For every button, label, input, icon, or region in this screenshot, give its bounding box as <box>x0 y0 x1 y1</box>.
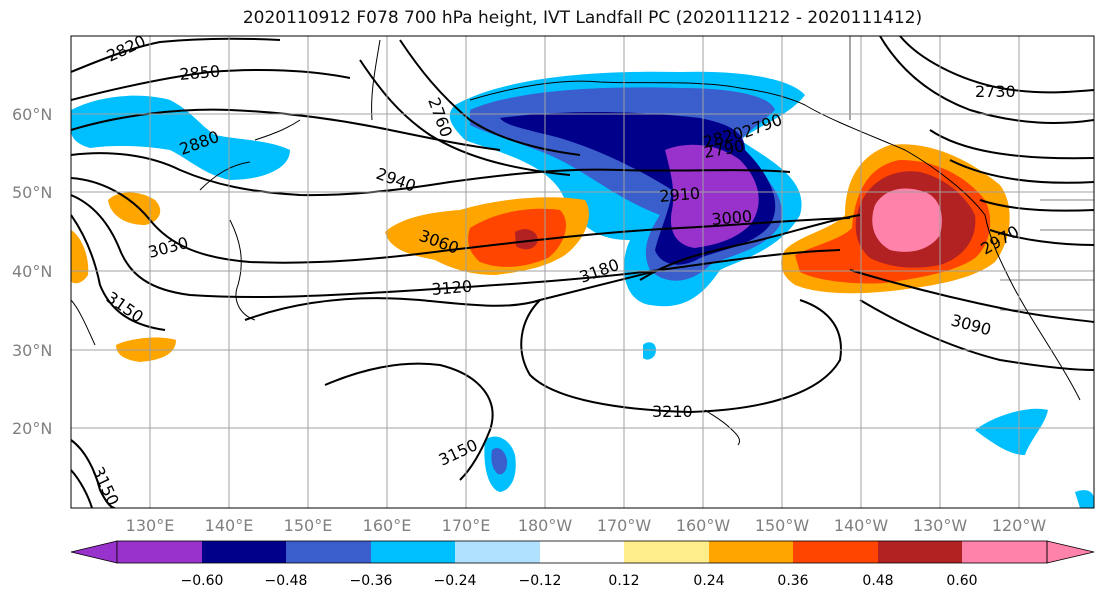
lon-label: 170°W <box>597 516 652 535</box>
lat-label: 20°N <box>12 419 52 438</box>
lon-label: 120°W <box>992 516 1047 535</box>
colorbar-tick-label: −0.48 <box>265 573 308 589</box>
neg-shading-small <box>643 342 656 360</box>
colorbar-segment <box>793 541 878 563</box>
neg-shading-hawaii-core <box>491 448 508 475</box>
pos-shading-pink <box>872 188 942 252</box>
graticule <box>71 36 1094 508</box>
colorbar-tick-label: 0.36 <box>777 573 808 589</box>
colorbar-tick-label: 0.60 <box>946 573 977 589</box>
colorbar-segment <box>371 541 455 563</box>
chart-title: 2020110912 F078 700 hPa height, IVT Land… <box>242 8 923 28</box>
colorbar-outline <box>116 540 1048 564</box>
coastlines <box>71 36 1094 446</box>
map-frame <box>70 35 1095 509</box>
neg-shading-east <box>975 408 1048 455</box>
colorbar-segment <box>117 541 202 563</box>
contour-label: 3000 <box>711 207 753 229</box>
lon-label: 150°E <box>284 516 333 535</box>
lat-label: 30°N <box>12 341 52 360</box>
colorbar-extend-right <box>1046 540 1095 564</box>
colorbar-segment <box>709 541 793 563</box>
contour-label: 3120 <box>431 277 473 299</box>
pos-shading-central-darkred <box>515 229 538 250</box>
colorbar-tick-label: −0.12 <box>519 573 562 589</box>
lon-label: 140°E <box>205 516 254 535</box>
colorbar: −0.60 −0.48 −0.36 −0.24 −0.12 0.12 0.24 … <box>70 540 1095 589</box>
contour-label: 2910 <box>659 184 701 206</box>
lat-label: 50°N <box>12 183 52 202</box>
colorbar-tick-label: −0.36 <box>350 573 393 589</box>
colorbar-tick-label: 0.48 <box>862 573 893 589</box>
colorbar-segment <box>540 541 624 563</box>
latitude-labels: 60°N 50°N 40°N 30°N 20°N <box>12 105 52 438</box>
colorbar-segment <box>286 541 371 563</box>
lon-label: 180°W <box>518 516 573 535</box>
colorbar-segment <box>202 541 286 563</box>
lon-label: 130°E <box>126 516 175 535</box>
colorbar-tick-label: −0.60 <box>181 573 224 589</box>
colorbar-segment <box>962 541 1047 563</box>
colorbar-tick-label: 0.12 <box>608 573 639 589</box>
longitude-labels: 130°E 140°E 150°E 160°E 170°E 180°W 170°… <box>126 516 1047 535</box>
neg-shading-corner <box>1075 490 1094 508</box>
colorbar-segment <box>878 541 962 563</box>
colorbar-tick-label: 0.24 <box>693 573 724 589</box>
pos-shading-small-3 <box>71 230 89 284</box>
lon-label: 160°W <box>676 516 731 535</box>
lon-label: 130°W <box>913 516 968 535</box>
lon-label: 160°E <box>363 516 412 535</box>
lon-label: 170°E <box>442 516 491 535</box>
colorbar-extend-left <box>70 540 118 564</box>
contour-label: 3210 <box>652 402 693 421</box>
lon-label: 150°W <box>755 516 810 535</box>
colorbar-segment <box>624 541 709 563</box>
lat-label: 60°N <box>12 105 52 124</box>
contour-label: 2850 <box>179 62 221 84</box>
contour-label: 2730 <box>975 82 1016 101</box>
lat-label: 40°N <box>12 262 52 281</box>
colorbar-segment <box>455 541 540 563</box>
colorbar-tick-label: −0.24 <box>434 573 477 589</box>
lon-label: 140°W <box>834 516 889 535</box>
colorbar-ticks: −0.60 −0.48 −0.36 −0.24 −0.12 0.12 0.24 … <box>181 573 978 589</box>
